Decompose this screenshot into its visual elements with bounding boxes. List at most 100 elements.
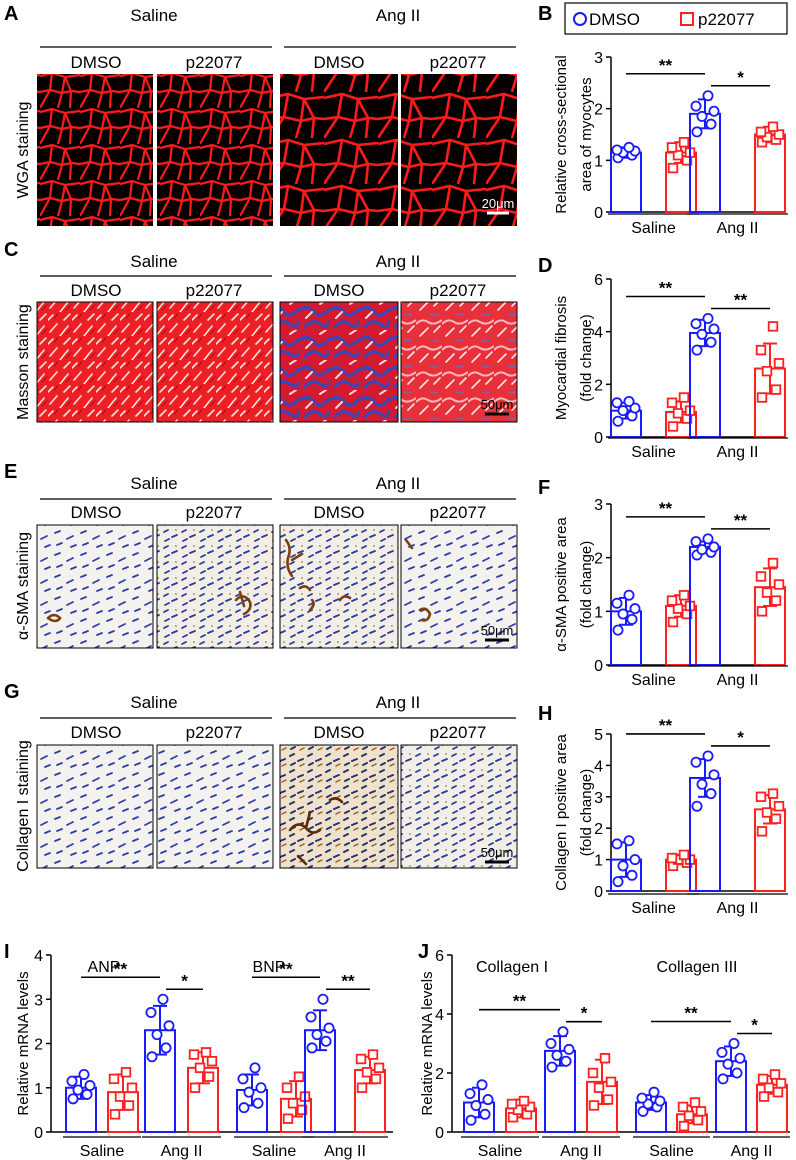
data-point-dmso <box>66 1075 78 1087</box>
data-point-p22077 <box>672 408 684 419</box>
data-point-dmso <box>612 624 624 636</box>
data-point-p22077 <box>770 813 782 824</box>
data-point-dmso <box>243 1086 255 1098</box>
panel-c: C Saline Ang II DMSO p22077 DMSO p22077 … <box>4 239 518 423</box>
data-point-p22077 <box>773 358 785 369</box>
group-label: Ang II <box>717 444 759 461</box>
data-point-p22077 <box>769 1069 781 1080</box>
data-point-dmso <box>722 1058 734 1070</box>
y-axis-label: (fold change) <box>578 769 595 857</box>
y-tick-label: 1 <box>594 604 603 621</box>
y-tick-label: 3 <box>594 50 603 67</box>
data-point-dmso <box>617 860 629 872</box>
data-point-dmso <box>252 1097 264 1109</box>
group-label-ang-ii: Ang II <box>376 693 420 712</box>
y-axis-label: (fold change) <box>578 314 595 402</box>
condition-label: DMSO <box>71 503 122 522</box>
significance-label: ** <box>659 499 673 518</box>
panel-letter: B <box>538 3 552 25</box>
micrograph-saline-p22077 <box>156 301 274 423</box>
data-point-p22077 <box>602 1094 614 1105</box>
significance-label: ** <box>684 1004 698 1023</box>
data-point-p22077 <box>281 1082 293 1093</box>
data-point-dmso <box>702 90 714 102</box>
data-point-p22077 <box>756 392 768 403</box>
data-point-p22077 <box>761 807 773 818</box>
data-point-p22077 <box>767 121 779 132</box>
y-tick-label: 2 <box>594 821 603 838</box>
legend-box <box>564 2 788 35</box>
condition-label: DMSO <box>71 53 122 72</box>
data-point-p22077 <box>683 1110 695 1121</box>
y-tick-label: 1 <box>594 153 603 170</box>
micrograph-ang-ii-dmso <box>279 524 399 649</box>
dab-stained-collagen <box>288 797 344 866</box>
condition-label: p22077 <box>430 53 487 72</box>
data-point-dmso <box>716 1046 728 1058</box>
data-point-dmso <box>464 1088 476 1100</box>
micrograph-ang-ii-dmso <box>280 74 398 226</box>
data-point-dmso <box>626 613 638 625</box>
micrograph-ang-ii-p22077 <box>400 744 518 869</box>
data-point-dmso <box>629 402 641 414</box>
data-point-dmso <box>470 1099 482 1111</box>
data-point-p22077 <box>282 1113 294 1124</box>
data-point-p22077 <box>677 1101 689 1113</box>
legend-marker-p22077 <box>680 12 694 26</box>
significance-label: ** <box>659 716 673 735</box>
legend-marker-dmso <box>573 12 587 26</box>
y-tick-label: 3 <box>594 790 603 807</box>
condition-label: p22077 <box>430 503 487 522</box>
data-point-dmso <box>560 1055 572 1067</box>
data-point-dmso <box>157 993 169 1005</box>
micrograph-saline-p22077 <box>156 524 274 649</box>
row-label: α-SMA staining <box>15 532 32 640</box>
data-point-dmso <box>702 533 714 545</box>
y-tick-label: 4 <box>435 1007 444 1024</box>
data-point-p22077 <box>355 1053 367 1065</box>
data-point-p22077 <box>666 852 678 864</box>
data-point-p22077 <box>512 1104 524 1116</box>
legend-label-p22077: p22077 <box>698 10 755 29</box>
data-point-p22077 <box>524 1101 536 1113</box>
data-point-dmso <box>708 769 720 781</box>
group-label: Ang II <box>717 900 759 917</box>
data-point-dmso <box>320 1035 332 1047</box>
y-tick-label: 4 <box>594 758 603 775</box>
group-label: Saline <box>631 672 676 689</box>
y-axis-label: Relative mRNA levels <box>15 971 32 1115</box>
panel-letter: J <box>418 941 429 963</box>
data-point-dmso <box>708 105 720 117</box>
data-point-p22077 <box>761 587 773 598</box>
data-point-dmso <box>84 1080 96 1092</box>
data-point-dmso <box>146 1051 158 1063</box>
data-point-dmso <box>72 1084 84 1096</box>
y-axis-label: Relative cross-sectional <box>553 55 570 213</box>
data-point-p22077 <box>194 1062 206 1074</box>
data-point-dmso <box>249 1062 261 1074</box>
group-label: Ang II <box>717 672 759 689</box>
chart-f: F 0 1 2 3 α-SMA positive area (fold change) Sal… <box>538 477 788 689</box>
micrograph-ang-ii-dmso <box>279 744 399 869</box>
y-tick-label: 0 <box>435 1125 444 1142</box>
group-label: Saline <box>649 1143 694 1160</box>
panel-letter: H <box>538 703 552 725</box>
group-label-saline: Saline <box>130 6 177 25</box>
panel-letter: A <box>4 3 18 25</box>
data-point-dmso <box>623 835 635 847</box>
data-point-p22077 <box>767 557 779 569</box>
significance-label: ** <box>659 56 673 75</box>
y-tick-label: 4 <box>594 325 603 342</box>
group-label: Ang II <box>560 1143 602 1160</box>
data-point-dmso <box>479 1108 491 1120</box>
micrograph-saline-p22077 <box>157 74 273 226</box>
y-tick-label: 6 <box>435 948 444 965</box>
chart-b: B 0 1 2 3 Relative cross-sectional area of myo… <box>538 3 788 237</box>
data-point-p22077 <box>773 129 785 140</box>
data-point-p22077 <box>108 1073 120 1085</box>
data-point-dmso <box>623 395 635 407</box>
group-label-saline: Saline <box>130 474 177 493</box>
y-tick-label: 6 <box>594 272 603 289</box>
